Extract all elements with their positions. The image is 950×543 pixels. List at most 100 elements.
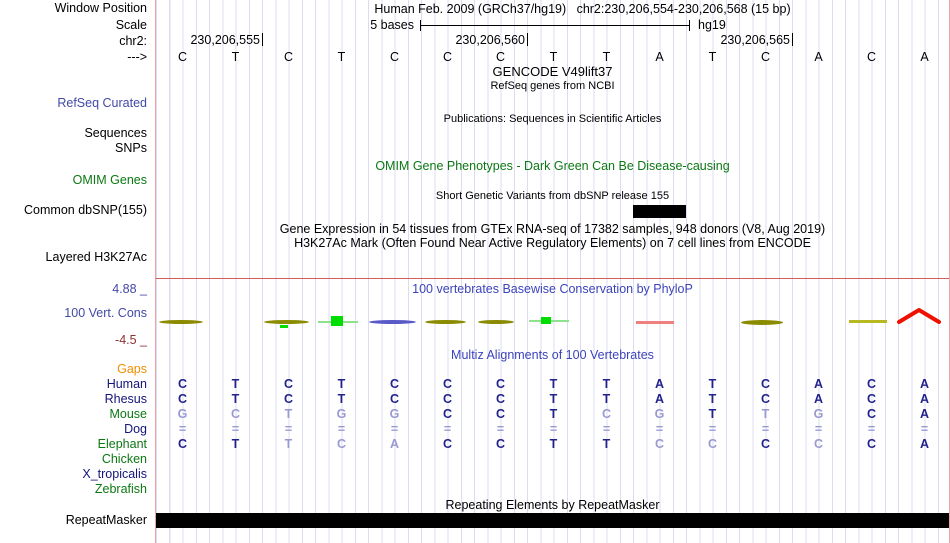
scale-value: 5 bases — [370, 18, 414, 32]
track-area[interactable]: Human Feb. 2009 (GRCh37/hg19) chr2:230,2… — [155, 0, 950, 543]
alignment-base: T — [231, 437, 240, 451]
alignment-base: A — [389, 437, 400, 451]
alignment-base: C — [336, 437, 347, 451]
alignment-base: C — [866, 437, 877, 451]
alignment-base: T — [602, 437, 611, 451]
position-title: Human Feb. 2009 (GRCh37/hg19) chr2:230,2… — [374, 2, 791, 16]
scale-ruler-tick-left — [420, 20, 421, 31]
alignment-base: T — [231, 392, 240, 406]
refseq-track-title[interactable]: RefSeq genes from NCBI — [490, 80, 615, 92]
chrom-label: chr2: — [119, 34, 147, 48]
track-label-snps[interactable]: SNPs — [115, 141, 147, 155]
species-label-gaps[interactable]: Gaps — [117, 362, 147, 376]
track-label-layered-h3k27ac[interactable]: Layered H3K27Ac — [45, 250, 147, 264]
species-label-mouse[interactable]: Mouse — [109, 407, 147, 421]
alignment-base: = — [920, 422, 929, 436]
alignment-base: C — [177, 392, 188, 406]
repeatmasker-track-title[interactable]: Repeating Elements by RepeatMasker — [445, 498, 660, 512]
sequence-base: C — [495, 50, 506, 64]
track-label-omim-genes[interactable]: OMIM Genes — [72, 173, 147, 187]
coordinate-label: 230,206,560 — [455, 33, 525, 47]
alignment-base: C — [760, 392, 771, 406]
assembly-label: hg19 — [698, 18, 726, 32]
alignment-base: G — [813, 407, 824, 421]
omim-track-title[interactable]: OMIM Gene Phenotypes - Dark Green Can Be… — [375, 159, 730, 173]
alignment-base: T — [337, 377, 346, 391]
track-label-sequences[interactable]: Sequences — [84, 126, 147, 140]
sequence-base: A — [655, 50, 664, 64]
conservation-wiggle-mark — [849, 320, 887, 323]
alignment-base: T — [708, 407, 717, 421]
sequence-base: C — [866, 50, 877, 64]
conservation-wiggle-mark — [369, 320, 416, 324]
species-label-human[interactable]: Human — [106, 377, 147, 391]
conservation-wiggle-mark — [264, 320, 309, 324]
alignment-base: C — [760, 437, 771, 451]
alignment-base: G — [177, 407, 188, 421]
track-label-column: Window Position Scale chr2: ---> RefSeq Cura… — [0, 0, 150, 543]
alignment-base: C — [707, 437, 718, 451]
alignment-base: G — [336, 407, 347, 421]
alignment-base: C — [283, 392, 294, 406]
phylop-track-title[interactable]: 100 vertebrates Basewise Conservation by… — [412, 282, 693, 296]
scale-ruler-tick-right — [689, 20, 690, 31]
species-label-elephant[interactable]: Elephant — [97, 437, 147, 451]
species-label-dog[interactable]: Dog — [124, 422, 147, 436]
multiz-track-title[interactable]: Multiz Alignments of 100 Vertebrates — [451, 348, 654, 362]
alignment-base: T — [549, 377, 558, 391]
species-label-chicken[interactable]: Chicken — [101, 452, 147, 466]
sequence-base: T — [549, 50, 558, 64]
alignment-base: A — [919, 377, 930, 391]
sequence-base: C — [760, 50, 771, 64]
species-label-x_tropicalis[interactable]: X_tropicalis — [82, 467, 147, 481]
alignment-base: C — [442, 377, 453, 391]
sequence-base: T — [231, 50, 240, 64]
alignment-base: C — [813, 437, 824, 451]
alignment-base: A — [654, 377, 665, 391]
alignment-base: T — [549, 407, 558, 421]
track-separator-line — [156, 278, 949, 279]
sequence-base: C — [283, 50, 294, 64]
track-label-refseq-curated[interactable]: RefSeq Curated — [57, 96, 147, 110]
alignment-base: = — [655, 422, 664, 436]
gencode-track-title[interactable]: GENCODE V49lift37 — [492, 64, 613, 79]
h3k27ac-track-title[interactable]: H3K27Ac Mark (Often Found Near Active Re… — [294, 236, 811, 250]
track-label-100-vert-cons[interactable]: 100 Vert. Cons — [64, 306, 147, 320]
dbsnp-track-title[interactable]: Short Genetic Variants from dbSNP releas… — [435, 190, 670, 202]
alignment-base: = — [867, 422, 876, 436]
alignment-base: = — [814, 422, 823, 436]
conservation-wiggle-mark — [280, 325, 288, 328]
coordinate-label: 230,206,565 — [720, 33, 790, 47]
alignment-base: T — [602, 392, 611, 406]
gtex-track-title[interactable]: Gene Expression in 54 tissues from GTEx … — [279, 222, 826, 236]
conservation-peak-mark — [897, 307, 941, 324]
publications-track-title[interactable]: Publications: Sequences in Scientific Ar… — [443, 113, 662, 125]
alignment-base: C — [866, 377, 877, 391]
track-label-repeatmasker[interactable]: RepeatMasker — [65, 513, 147, 527]
alignment-base: A — [654, 392, 665, 406]
alignment-base: C — [230, 407, 241, 421]
sequence-base: C — [177, 50, 188, 64]
alignment-base: = — [496, 422, 505, 436]
species-label-zebrafish[interactable]: Zebrafish — [94, 482, 147, 496]
track-label-common-dbsnp[interactable]: Common dbSNP(155) — [24, 203, 147, 217]
alignment-base: = — [602, 422, 611, 436]
alignment-base: A — [919, 407, 930, 421]
scale-ruler-line — [420, 25, 689, 26]
conservation-wiggle-mark — [636, 321, 674, 324]
species-label-rhesus[interactable]: Rhesus — [104, 392, 147, 406]
alignment-base: C — [495, 437, 506, 451]
alignment-base: T — [602, 377, 611, 391]
coordinate-tick — [527, 33, 528, 46]
dbsnp-variant-box[interactable] — [633, 205, 686, 218]
alignment-base: C — [760, 377, 771, 391]
alignment-base: T — [231, 377, 240, 391]
conservation-wiggle-mark — [741, 320, 783, 325]
coordinate-tick — [262, 33, 263, 46]
scale-label: Scale — [115, 18, 147, 32]
repeatmasker-element-bar[interactable] — [156, 513, 949, 528]
conservation-wiggle-mark — [478, 320, 514, 324]
alignment-base: C — [442, 437, 453, 451]
conservation-wiggle-mark — [425, 320, 466, 324]
alignment-base: T — [708, 377, 717, 391]
